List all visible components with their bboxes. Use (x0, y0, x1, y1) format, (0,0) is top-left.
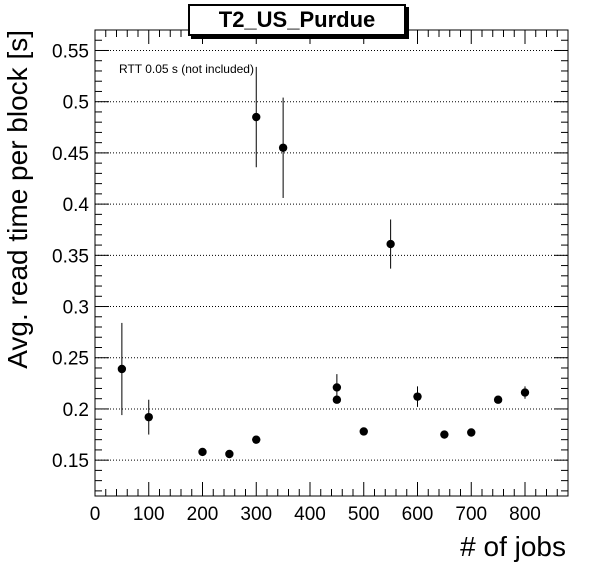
y-tick-label: 0.3 (63, 298, 89, 319)
data-point (520, 388, 530, 397)
grid-lines (95, 49, 568, 461)
y-tick-label: 0.4 (63, 195, 90, 216)
data-point (144, 412, 153, 422)
data-point (332, 395, 342, 404)
data-point (440, 430, 449, 439)
data-points (117, 66, 530, 459)
data-point (278, 143, 288, 152)
y-tick-label: 0.25 (52, 349, 89, 370)
data-point (252, 435, 261, 444)
data-point (359, 427, 368, 436)
y-tick-label: 0.45 (52, 144, 89, 165)
x-tick-label: 600 (402, 504, 434, 525)
x-tick-label: 100 (133, 504, 165, 525)
y-tick-label: 0.35 (52, 246, 89, 267)
x-tick-label: 0 (90, 504, 101, 525)
x-tick-label: 700 (455, 504, 487, 525)
x-tick-label: 200 (187, 504, 219, 525)
plot-frame (94, 29, 569, 497)
data-point (198, 447, 207, 457)
y-axis-label: Avg. read time per block [s] (2, 30, 33, 369)
data-point (493, 395, 503, 404)
x-tick-label: 800 (509, 504, 541, 525)
data-point (117, 364, 127, 374)
data-point (332, 383, 342, 392)
y-tick-label: 0.5 (63, 93, 89, 114)
y-tick-label: 0.2 (63, 400, 89, 421)
y-tick-label: 0.55 (52, 41, 89, 62)
x-tick-label: 400 (294, 504, 326, 525)
data-point (386, 239, 395, 249)
chart-title: T2_US_Purdue (188, 4, 406, 36)
y-tick-label: 0.15 (52, 451, 89, 472)
data-point (467, 428, 476, 437)
annotation-text: RTT 0.05 s (not included) (119, 62, 254, 76)
axes: 0.15 0.2 0.25 0.3 0.35 0.4 0.45 0.5 0.55 0 100 200 3… (52, 29, 569, 525)
x-axis-label: # of jobs (460, 531, 566, 562)
data-point (252, 112, 261, 122)
x-tick-label: 500 (348, 504, 380, 525)
x-tick-label: 300 (240, 504, 272, 525)
data-point (225, 449, 234, 459)
data-point (413, 392, 422, 401)
